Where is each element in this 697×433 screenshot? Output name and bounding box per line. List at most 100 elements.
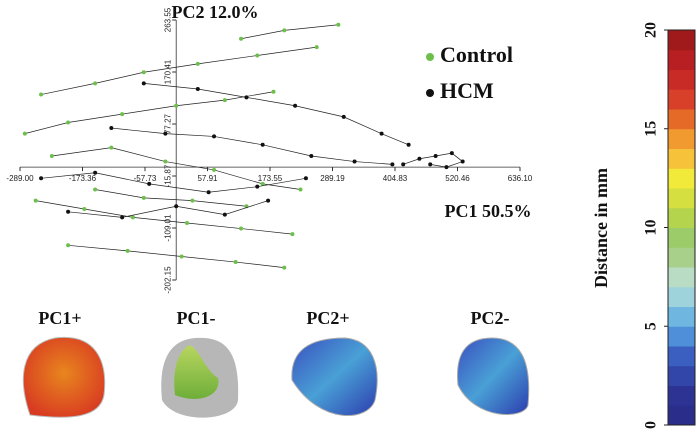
- point: [379, 131, 384, 136]
- legend-marker: [426, 53, 434, 61]
- colorbar-segment: [668, 207, 695, 228]
- legend-label: Control: [440, 42, 513, 67]
- colorbar-segment: [668, 227, 695, 248]
- point: [82, 207, 87, 212]
- y-tick-label: 263.55: [163, 7, 172, 32]
- shape-label: PC1-: [177, 308, 216, 328]
- shape-render: [174, 345, 219, 399]
- point: [244, 95, 249, 100]
- point: [179, 254, 184, 259]
- legend-label: HCM: [440, 78, 494, 103]
- x-tick-label: 404.83: [383, 174, 408, 183]
- colorbar-segment: [668, 188, 695, 209]
- point: [195, 61, 200, 66]
- colorbar-segment: [668, 247, 695, 268]
- colorbar-segment: [668, 69, 695, 90]
- point: [449, 151, 454, 156]
- shapes: PC1+ PC1- PC2+ PC2-: [22, 308, 530, 418]
- point: [109, 145, 114, 150]
- colorbar-segment: [668, 30, 695, 51]
- point: [401, 162, 406, 167]
- x-tick-label: -173.36: [69, 174, 97, 183]
- point: [222, 98, 227, 103]
- point: [93, 170, 98, 175]
- y-tick-label: -109.01: [163, 214, 172, 242]
- x-tick-label: -57.73: [134, 174, 157, 183]
- point: [233, 260, 238, 265]
- colorbar-segment: [668, 267, 695, 288]
- point: [195, 86, 200, 91]
- shape-label: PC2+: [306, 308, 349, 328]
- point: [93, 81, 98, 86]
- point: [130, 215, 135, 220]
- point: [93, 187, 98, 192]
- point: [309, 153, 314, 158]
- y-axis-title: PC2 12.0%: [172, 2, 259, 22]
- point: [109, 126, 114, 131]
- point: [460, 159, 465, 164]
- shape-render: [22, 336, 106, 418]
- point: [341, 114, 346, 119]
- colorbar-segment: [668, 128, 695, 149]
- x-tick-label: 520.46: [445, 174, 470, 183]
- point: [66, 243, 71, 248]
- y-tick-label: -202.15: [163, 266, 172, 294]
- colorbar-segment: [668, 346, 695, 367]
- point: [212, 134, 217, 139]
- colorbar-segment: [668, 326, 695, 347]
- x-tick-label: 289.19: [320, 174, 345, 183]
- point: [190, 198, 195, 203]
- point: [22, 131, 27, 136]
- colorbar-segment: [668, 365, 695, 386]
- colorbar-tick-label: 5: [643, 322, 660, 330]
- point: [141, 195, 146, 200]
- point: [390, 162, 395, 167]
- colorbar-tick-label: 20: [643, 22, 660, 38]
- point: [39, 92, 44, 97]
- point: [174, 103, 179, 108]
- x-axis-title: PC1 50.5%: [445, 201, 532, 221]
- colorbar-tick-label: 15: [643, 121, 660, 137]
- colorbar-tick-label: 0: [643, 421, 660, 429]
- shape-label: PC1+: [38, 308, 81, 328]
- point: [282, 265, 287, 270]
- shape-label: PC2-: [471, 308, 510, 328]
- point: [141, 81, 146, 86]
- y-tick-label: 77.27: [163, 113, 172, 134]
- point: [352, 159, 357, 164]
- point: [260, 142, 265, 147]
- point: [125, 248, 130, 253]
- point: [255, 184, 260, 189]
- trajectory-line: [24, 24, 339, 268]
- point: [222, 212, 227, 217]
- point: [433, 153, 438, 158]
- colorbar-segment: [668, 286, 695, 307]
- point: [147, 181, 152, 186]
- trajectory-line: [41, 83, 464, 218]
- point: [255, 53, 260, 58]
- point: [260, 181, 265, 186]
- point: [271, 89, 276, 94]
- shape-render: [291, 337, 378, 417]
- colorbar-tick-label: 10: [643, 220, 660, 236]
- point: [206, 190, 211, 195]
- colorbar-segment: [668, 168, 695, 189]
- point: [282, 28, 287, 33]
- point: [33, 198, 38, 203]
- point: [298, 187, 303, 192]
- colorbar-segment: [668, 306, 695, 327]
- point: [239, 226, 244, 231]
- x-tick-label: 173.55: [258, 174, 283, 183]
- x-tick-label: -289.00: [6, 174, 34, 183]
- x-tick-label: 57.91: [197, 174, 218, 183]
- point: [185, 220, 190, 225]
- colorbar-segment: [668, 49, 695, 70]
- point: [266, 198, 271, 203]
- y-tick-label: -15.87: [163, 164, 172, 187]
- point: [49, 153, 54, 158]
- colorbar-segment: [668, 148, 695, 169]
- colorbar-segment: [668, 109, 695, 130]
- point: [406, 142, 411, 147]
- point: [303, 176, 308, 181]
- point: [428, 162, 433, 167]
